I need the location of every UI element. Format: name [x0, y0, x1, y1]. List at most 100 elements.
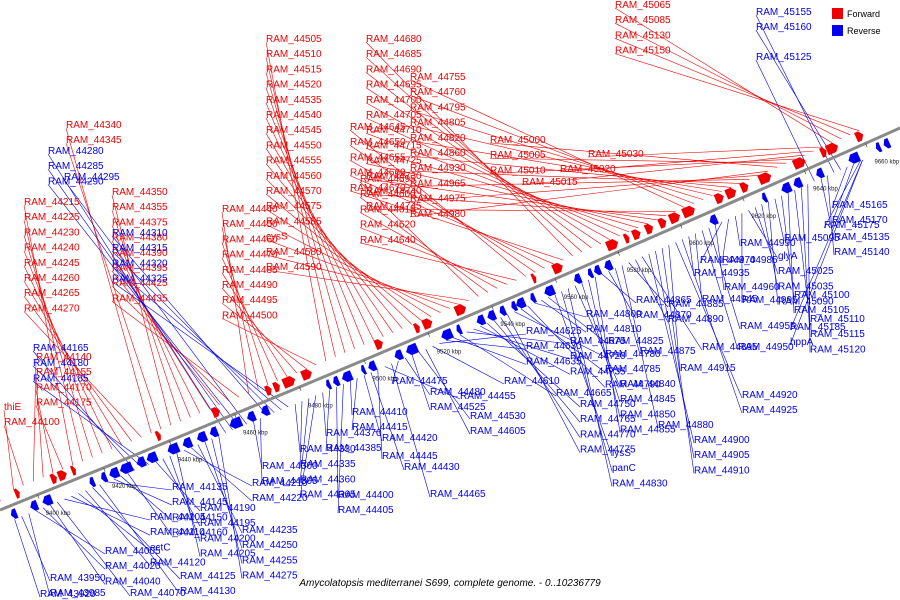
reverse-gene	[368, 360, 378, 372]
reverse-gene	[89, 476, 97, 488]
forward-gene-label: RAM_44600	[360, 189, 416, 200]
leader-line	[641, 256, 703, 351]
leader-line	[85, 490, 151, 566]
tick-label: 9560 kbp	[564, 295, 589, 301]
forward-gene-label: RAM_44515	[266, 64, 322, 75]
leader-line	[14, 519, 41, 598]
reverse-gene	[342, 370, 354, 383]
reverse-gene-label: glyA	[778, 251, 798, 262]
forward-gene-label: RAM_44170	[36, 382, 92, 393]
tick-mark	[803, 170, 807, 175]
leader-line	[359, 227, 508, 285]
leader-line	[621, 265, 659, 429]
leader-line	[425, 349, 471, 435]
reverse-gene-label: RAM_44400	[338, 490, 394, 501]
forward-gene-label: RAM_44345	[66, 135, 122, 146]
forward-gene	[681, 205, 695, 219]
leader-line	[106, 481, 173, 491]
tick-mark	[680, 224, 683, 229]
leader-line	[265, 163, 403, 329]
gene-labels: thiE RAM_44100 RAM_44140 RAM_44155 RAM_44170…	[4, 0, 890, 600]
leader-line	[409, 79, 685, 208]
leader-line	[807, 184, 811, 353]
reverse-gene	[101, 471, 109, 483]
tick-label: 9480 kbp	[308, 403, 333, 409]
leader-line	[359, 212, 498, 289]
reverse-gene-label: RAM_44295	[64, 172, 120, 183]
leader-line	[265, 208, 432, 317]
forward-gene-label: RAM_44260	[24, 273, 80, 284]
reverse-gene-label: RAM_44610	[504, 376, 560, 387]
forward-gene-label: RAM_44980	[410, 209, 466, 220]
forward-gene-label: RAM_45020	[560, 164, 616, 175]
reverse-gene-label: RAM_45140	[834, 247, 890, 258]
reverse-gene-label: RAM_44525	[430, 402, 486, 413]
leader-line	[35, 510, 106, 555]
reverse-gene-label: RAM_44750	[580, 399, 636, 410]
leader-line	[520, 308, 606, 373]
leader-line	[265, 87, 355, 349]
leader-line	[789, 159, 863, 346]
reverse-gene	[875, 142, 883, 153]
leader-line	[23, 311, 142, 438]
reverse-gene-label: RAM_44235	[242, 525, 298, 536]
leader-line	[23, 280, 123, 446]
reverse-gene-label: lysS	[612, 448, 631, 459]
leader-line	[365, 117, 620, 237]
forward-gene	[819, 147, 827, 158]
leader-line	[265, 72, 346, 353]
reverse-gene-label: RAM_44465	[430, 489, 486, 500]
reverse-gene	[781, 181, 793, 194]
leader-line	[365, 102, 611, 241]
leader-line	[608, 271, 637, 319]
leader-line	[265, 254, 460, 305]
leader-lines	[3, 7, 863, 598]
forward-gene-label: RAM_44270	[24, 303, 80, 314]
forward-gene-label: RAM_44695	[366, 80, 422, 91]
map-caption: Amycolatopsis mediterranei S699, complet…	[299, 578, 601, 589]
leader-line	[439, 333, 527, 344]
reverse-gene-label: RAM_44630	[526, 341, 582, 352]
forward-gene-label: RAM_44660	[350, 168, 406, 179]
reverse-gene	[229, 416, 244, 429]
forward-gene-label: RAM_44140	[36, 352, 92, 363]
leader-line	[111, 210, 181, 422]
forward-gene-label: RAM_44155	[36, 367, 92, 378]
reverse-gene-label: RAM_44530	[470, 411, 526, 422]
reverse-gene-label: RAM_44385	[326, 443, 382, 454]
leader-line	[768, 201, 779, 305]
reverse-gene-label: RAM_44285	[48, 161, 104, 172]
reverse-gene-label: RAM_44770	[580, 429, 636, 440]
reverse-gene	[604, 259, 614, 271]
leader-line	[349, 175, 555, 265]
tick-mark	[363, 359, 366, 364]
forward-gene-label: RAM_44355	[112, 202, 168, 213]
leader-line	[127, 473, 173, 536]
tick-label: 9460 kbp	[243, 430, 268, 436]
reverse-gene-label: RAM_44920	[742, 390, 798, 401]
leader-line	[111, 235, 268, 416]
reverse-gene-label: RAM_44300	[262, 461, 318, 472]
reverse-gene	[136, 456, 147, 468]
reverse-gene-label: ectC	[150, 542, 171, 553]
leader-line	[265, 224, 441, 313]
forward-gene	[421, 318, 433, 330]
forward-gene-label: RAM_45030	[588, 149, 644, 160]
leader-line	[365, 148, 639, 229]
reverse-gene-label: RAM_44040	[105, 576, 161, 587]
tick-mark	[617, 251, 620, 256]
leader-line	[359, 242, 517, 281]
forward-gene-label: RAM_44215	[24, 197, 80, 208]
forward-gene-label: RAM_44725	[366, 156, 422, 167]
reverse-gene-label: RAM_44825	[608, 336, 664, 347]
leader-line	[265, 102, 365, 345]
forward-gene-label: RAM_44450	[222, 219, 278, 230]
leader-line	[294, 403, 301, 453]
reverse-gene-label: RAM_44855	[620, 425, 676, 436]
forward-gene-label: RAM_44545	[266, 125, 322, 136]
forward-gene	[300, 369, 312, 381]
leader-line	[365, 87, 602, 245]
reverse-gene-label: RAM_45135	[834, 232, 890, 243]
leader-line	[409, 140, 722, 192]
leader-line	[120, 475, 173, 521]
